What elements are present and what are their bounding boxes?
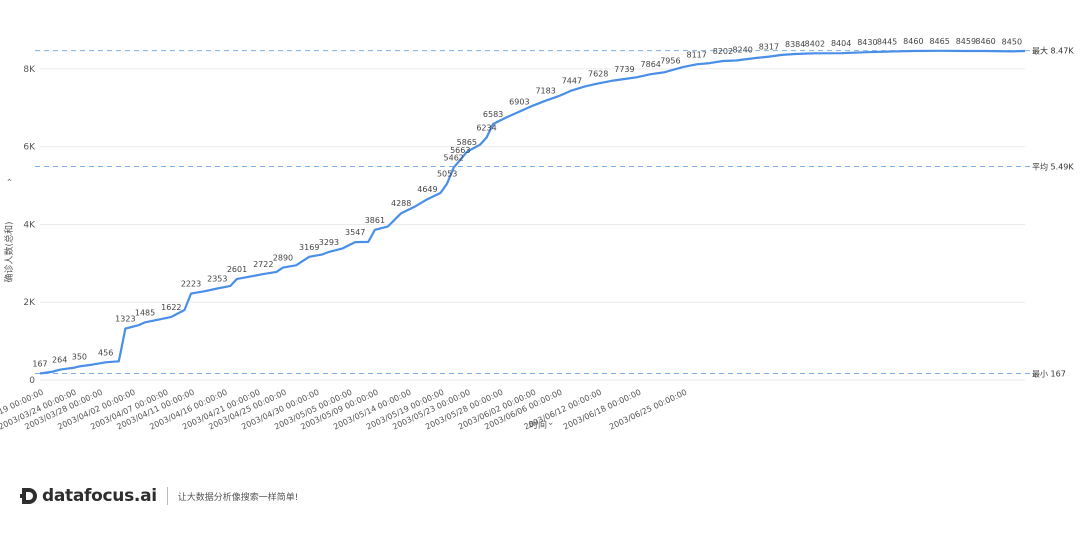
data-label: 8240 [732, 46, 752, 55]
data-label: 8450 [1002, 37, 1022, 46]
y-tick-label: 8K [23, 65, 36, 75]
x-axis-title-group[interactable]: 时间 › [529, 419, 555, 431]
y-axis-title-group[interactable]: 确诊人数(总和) › [3, 178, 15, 282]
data-label: 8384 [785, 40, 805, 49]
data-label: 8460 [975, 37, 995, 46]
data-label: 6583 [483, 110, 503, 119]
data-label: 3169 [299, 243, 319, 252]
brand-slogan: 让大数据分析像搜索一样简单! [177, 492, 299, 503]
data-label: 7739 [614, 65, 634, 74]
data-label: 8202 [713, 47, 733, 56]
y-axis-title: 确诊人数(总和) [3, 221, 15, 282]
footer: datafocus.ai 让大数据分析像搜索一样简单! [20, 485, 298, 507]
grid-layer [40, 68, 1025, 381]
x-axis-chevron-icon[interactable]: › [545, 422, 555, 426]
footer-divider [166, 487, 168, 505]
data-label: 8402 [805, 39, 825, 48]
y-axis-ticks: 0 2K 4K 6K 8K [23, 65, 36, 386]
y-tick-label: 2K [23, 298, 36, 308]
data-label: 8459 [956, 37, 976, 46]
data-label: 4649 [417, 185, 437, 194]
data-label: 6234 [476, 124, 496, 133]
data-label: 2601 [227, 265, 247, 274]
data-label: 8445 [877, 38, 897, 47]
data-label: 8460 [903, 37, 923, 46]
data-label: 8404 [831, 39, 851, 48]
reference-lines: 最大 8.47K 平均 5.49K 最小 167 [35, 46, 1074, 379]
data-label: 264 [52, 356, 67, 365]
data-label: 8430 [857, 38, 877, 47]
data-label: 2722 [253, 260, 273, 269]
series-line-layer [39, 49, 1026, 375]
data-label: 2890 [273, 254, 293, 263]
data-label: 1485 [135, 308, 155, 317]
data-label: 3547 [345, 228, 365, 237]
data-label: 8117 [686, 50, 706, 59]
data-label: 8465 [929, 37, 949, 46]
data-label: 5865 [457, 138, 477, 147]
data-label: 1622 [161, 303, 181, 312]
data-label: 1323 [115, 315, 135, 324]
data-label: 7956 [660, 57, 680, 66]
data-label: 7447 [562, 76, 582, 85]
y-tick-label: 0 [29, 376, 35, 386]
data-label: 2353 [207, 274, 227, 283]
x-tick-label: 2003/06/25 00:00:00 [608, 388, 688, 432]
data-label: 8317 [759, 43, 779, 52]
reference-line-label: 最大 8.47K [1032, 46, 1074, 56]
data-label: 7628 [588, 69, 608, 78]
data-label: 2223 [181, 280, 201, 289]
data-label: 350 [72, 352, 87, 361]
data-label: 5663 [450, 146, 470, 155]
data-label: 7864 [641, 60, 661, 69]
data-label: 7183 [535, 87, 555, 96]
data-label: 167 [32, 360, 47, 369]
y-axis-chevron-icon[interactable]: › [5, 178, 15, 182]
data-label: 456 [98, 348, 113, 357]
data-label: 4288 [391, 199, 411, 208]
y-tick-label: 4K [23, 220, 36, 230]
data-label: 3293 [319, 238, 339, 247]
data-label: 6903 [509, 98, 529, 107]
data-label: 5462 [444, 154, 464, 163]
datafocus-logo-icon [20, 487, 38, 505]
reference-line-label: 最小 167 [1032, 370, 1066, 379]
data-label: 3861 [365, 216, 385, 225]
data-label: 5053 [437, 169, 457, 178]
x-axis-title: 时间 [529, 419, 547, 431]
reference-line-label: 平均 5.49K [1032, 162, 1074, 172]
series-line[interactable] [39, 49, 1026, 375]
brand-name: datafocus.ai [42, 486, 157, 506]
y-tick-label: 6K [23, 143, 36, 153]
